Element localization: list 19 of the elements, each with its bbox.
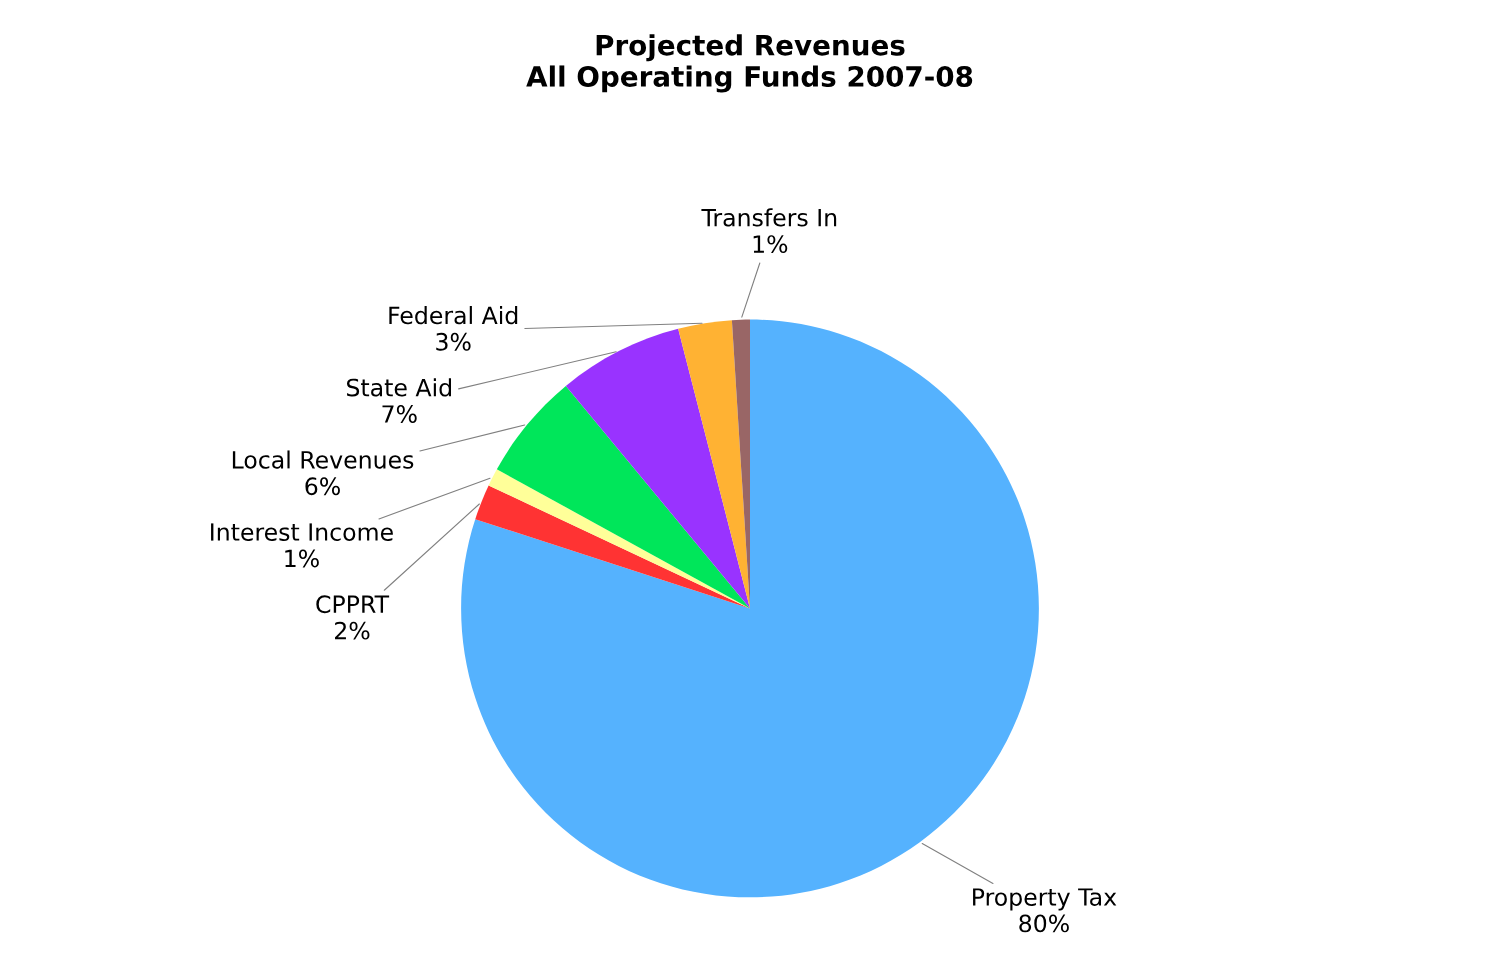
slice-label: Property Tax — [973, 888, 1117, 911]
slice-label: State Aid — [346, 378, 451, 397]
pie-slice — [565, 328, 750, 609]
data-label: 3% — [436, 332, 471, 351]
data-label: 6% — [305, 477, 340, 496]
pie-slice — [678, 320, 750, 609]
data-label: 80% — [1019, 914, 1069, 933]
slice-label: Interest Income — [211, 523, 393, 541]
data-label: 1% — [753, 235, 788, 253]
chart-title: Projected Revenues All Operating Funds 2007-08 — [526, 34, 973, 93]
data-label: 1% — [285, 549, 319, 568]
data-label: 2% — [335, 621, 370, 640]
slice-label: CPPRT — [316, 595, 390, 614]
slice-label: Local Revenues — [232, 450, 414, 469]
slice-label: Federal Aid — [389, 306, 518, 325]
pie-slice — [475, 485, 750, 609]
slice-label: Transfers In — [701, 208, 837, 227]
pie-slice — [496, 385, 750, 609]
data-label: 7% — [382, 405, 417, 423]
